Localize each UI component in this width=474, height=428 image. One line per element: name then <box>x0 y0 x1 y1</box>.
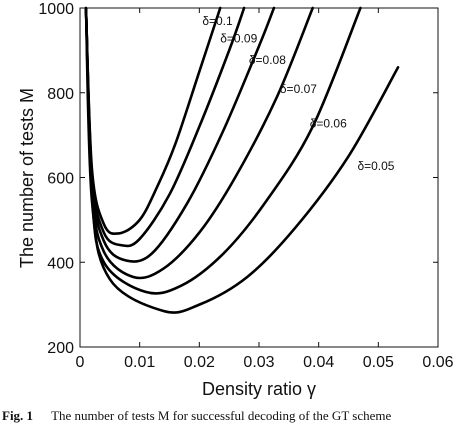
x-tick-label: 0.02 <box>184 354 215 371</box>
y-axis-label: The number of tests M <box>17 88 37 268</box>
figure-caption: Fig. 1 The number of tests M for successf… <box>2 408 474 428</box>
y-tick-label: 400 <box>47 255 74 272</box>
series-label-3: δ=0.08 <box>249 53 286 67</box>
series-line-5 <box>84 6 362 295</box>
y-tick-label: 1000 <box>38 1 74 18</box>
series-line-4 <box>84 6 314 280</box>
x-tick-label: 0.03 <box>243 354 274 371</box>
x-tick-label: 0.04 <box>303 354 334 371</box>
y-tick-label: 600 <box>47 171 74 188</box>
series-line-1 <box>84 6 222 236</box>
series-lines <box>84 6 400 314</box>
y-tick-label: 200 <box>47 340 74 357</box>
caption-label: Fig. 1 <box>2 408 34 423</box>
series-label-5: δ=0.06 <box>310 116 347 130</box>
series-annotations: δ=0.1 δ=0.09 δ=0.08 δ=0.07 δ=0.06 δ=0.05 <box>202 14 395 173</box>
x-ticks: 0 0.01 0.02 0.03 0.04 0.05 0.06 <box>76 8 454 371</box>
x-tick-label: 0.06 <box>422 354 453 371</box>
caption-text: The number of tests M for successful dec… <box>51 408 392 423</box>
x-tick-label: 0.05 <box>363 354 394 371</box>
series-label-4: δ=0.07 <box>280 82 317 96</box>
x-axis-label: Density ratio γ <box>202 379 316 399</box>
y-ticks: 200 400 600 800 1000 <box>38 1 438 357</box>
x-tick-label: 0 <box>76 354 85 371</box>
x-tick-label: 0.01 <box>124 354 155 371</box>
series-line-6 <box>84 6 400 314</box>
y-tick-label: 800 <box>47 86 74 103</box>
series-label-2: δ=0.09 <box>220 32 257 46</box>
density-ratio-chart: 200 400 600 800 1000 0 0.01 0.02 0.03 0.04 0.05 0.… <box>17 1 454 399</box>
series-label-1: δ=0.1 <box>202 14 233 28</box>
series-label-6: δ=0.05 <box>357 159 394 173</box>
